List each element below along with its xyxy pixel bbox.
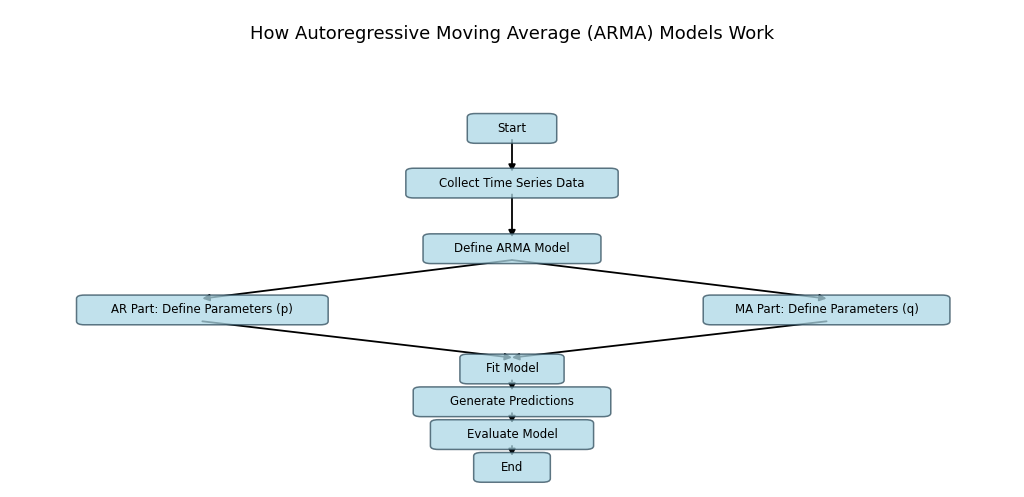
FancyBboxPatch shape: [703, 295, 950, 325]
Text: Define ARMA Model: Define ARMA Model: [454, 242, 570, 255]
Text: AR Part: Define Parameters (p): AR Part: Define Parameters (p): [112, 304, 293, 317]
FancyBboxPatch shape: [423, 234, 601, 263]
Text: MA Part: Define Parameters (q): MA Part: Define Parameters (q): [734, 304, 919, 317]
FancyBboxPatch shape: [430, 419, 594, 449]
Text: How Autoregressive Moving Average (ARMA) Models Work: How Autoregressive Moving Average (ARMA)…: [250, 25, 774, 43]
Text: Fit Model: Fit Model: [485, 362, 539, 375]
FancyBboxPatch shape: [460, 354, 564, 384]
Text: End: End: [501, 461, 523, 474]
FancyBboxPatch shape: [467, 113, 557, 143]
Text: Start: Start: [498, 122, 526, 135]
FancyBboxPatch shape: [474, 452, 550, 482]
Text: Evaluate Model: Evaluate Model: [467, 428, 557, 441]
FancyBboxPatch shape: [414, 387, 610, 416]
FancyBboxPatch shape: [406, 168, 618, 198]
FancyBboxPatch shape: [77, 295, 328, 325]
Text: Generate Predictions: Generate Predictions: [450, 395, 574, 408]
Text: Collect Time Series Data: Collect Time Series Data: [439, 176, 585, 189]
